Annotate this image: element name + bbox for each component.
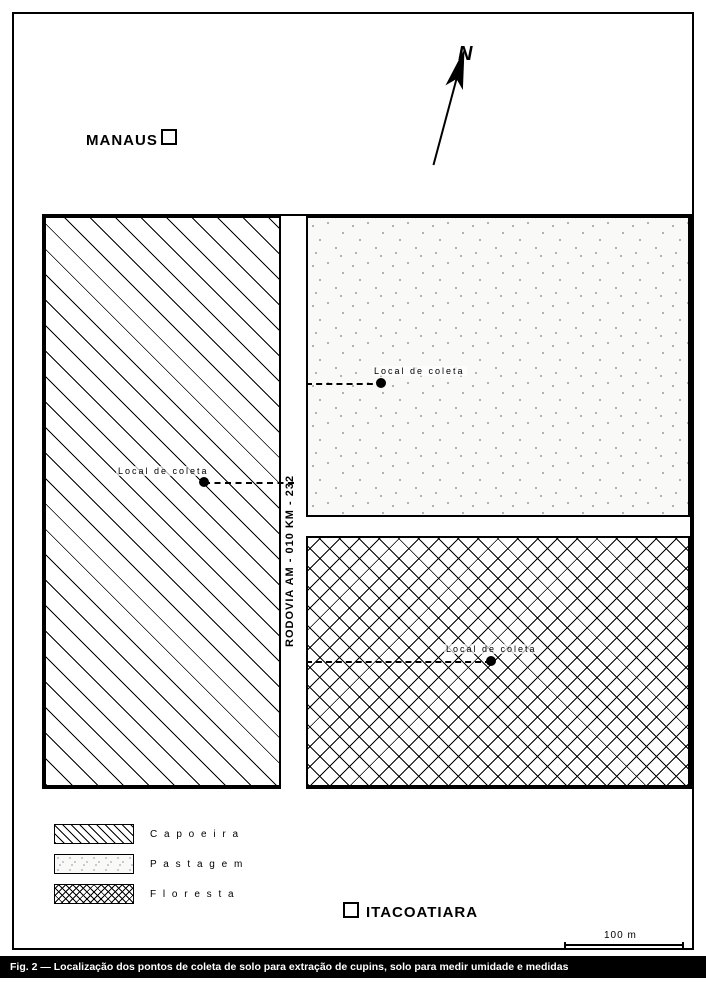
manaus-marker bbox=[161, 129, 177, 145]
legend-row-pastagem: P a s t a g e m bbox=[54, 854, 244, 874]
sample-point-capoeira bbox=[199, 477, 209, 487]
scale-bar: 100 m bbox=[564, 944, 684, 946]
legend-text-capoeira: C a p o e i r a bbox=[150, 829, 240, 840]
itacoatiara-label: ITACOATIARA bbox=[366, 904, 478, 921]
legend-text-floresta: F l o r e s t a bbox=[150, 889, 236, 900]
north-arrow: N bbox=[414, 42, 484, 172]
scale-text: 100 m bbox=[604, 930, 637, 941]
sample-label-pastagem: Local de coleta bbox=[372, 366, 467, 376]
itacoatiara-marker bbox=[343, 902, 359, 918]
sample-label-floresta: Local de coleta bbox=[444, 644, 539, 654]
manaus-label: MANAUS bbox=[86, 132, 158, 149]
legend-swatch-capoeira bbox=[54, 824, 134, 844]
legend-row-capoeira: C a p o e i r a bbox=[54, 824, 244, 844]
figure-caption: Fig. 2 — Localização dos pontos de colet… bbox=[0, 956, 706, 978]
plot-pastagem bbox=[306, 216, 690, 517]
scale-line bbox=[564, 944, 684, 946]
road-label: RODOVIA AM - 010 KM - 232 bbox=[284, 336, 296, 786]
legend: C a p o e i r a P a s t a g e m F l o r … bbox=[54, 824, 244, 914]
legend-swatch-floresta bbox=[54, 884, 134, 904]
sample-label-capoeira: Local de coleta bbox=[116, 466, 211, 476]
plot-capoeira bbox=[44, 216, 281, 787]
north-letter: N bbox=[458, 43, 473, 65]
map-area: RODOVIA AM - 010 KM - 232 Local de colet… bbox=[42, 214, 692, 789]
dash-left bbox=[204, 482, 294, 484]
sample-point-pastagem bbox=[376, 378, 386, 388]
legend-row-floresta: F l o r e s t a bbox=[54, 884, 244, 904]
legend-text-pastagem: P a s t a g e m bbox=[150, 859, 244, 870]
dash-top bbox=[306, 383, 383, 385]
dash-bot bbox=[306, 661, 491, 663]
legend-swatch-pastagem bbox=[54, 854, 134, 874]
sample-point-floresta bbox=[486, 656, 496, 666]
outer-frame: MANAUS N RODOVIA AM - 010 KM - 232 Local… bbox=[12, 12, 694, 950]
